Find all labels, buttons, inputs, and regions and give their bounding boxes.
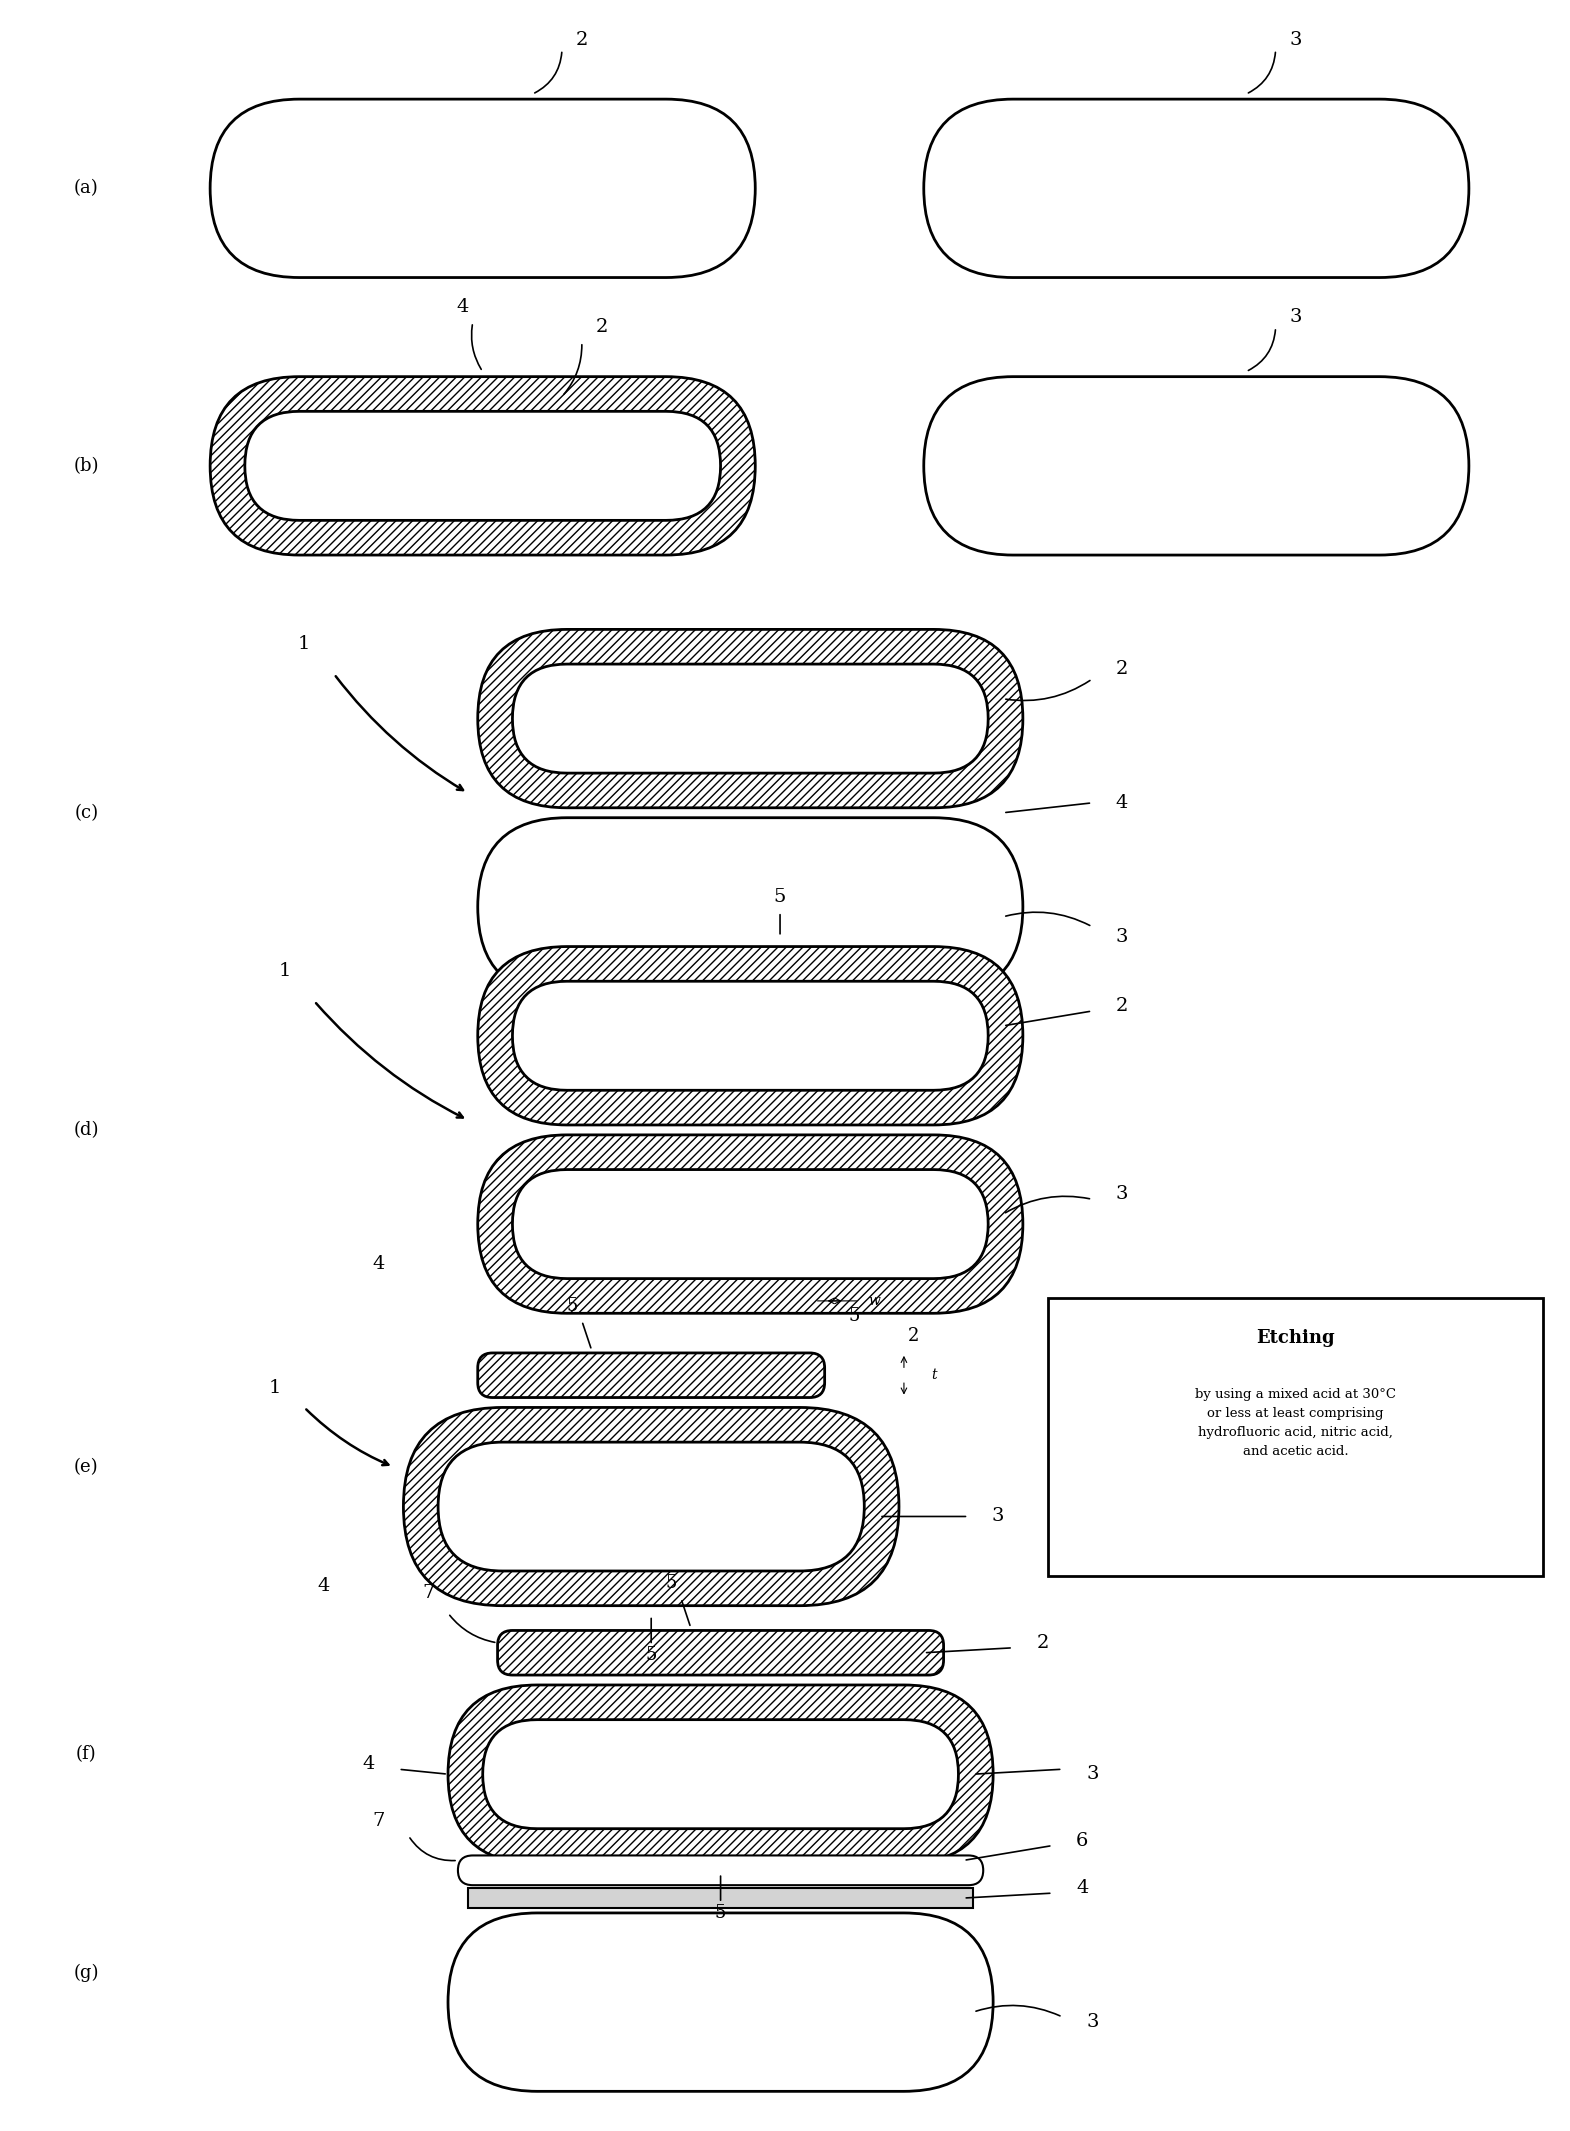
FancyBboxPatch shape xyxy=(498,1630,944,1675)
FancyBboxPatch shape xyxy=(210,377,755,554)
Text: 3: 3 xyxy=(992,1507,1005,1526)
Text: (c): (c) xyxy=(74,803,99,823)
Text: 4: 4 xyxy=(457,298,469,315)
FancyBboxPatch shape xyxy=(245,411,721,520)
Text: 2: 2 xyxy=(1116,661,1129,678)
FancyBboxPatch shape xyxy=(477,1353,824,1398)
Text: 1: 1 xyxy=(268,1379,281,1396)
Text: 2: 2 xyxy=(1116,997,1129,1014)
Text: t: t xyxy=(931,1368,936,1383)
Text: (g): (g) xyxy=(74,1963,99,1982)
Text: 6: 6 xyxy=(1075,1831,1088,1850)
Text: 1: 1 xyxy=(298,635,311,654)
FancyBboxPatch shape xyxy=(477,1136,1024,1313)
FancyBboxPatch shape xyxy=(438,1443,865,1571)
FancyBboxPatch shape xyxy=(477,629,1024,808)
Text: 1: 1 xyxy=(278,963,290,980)
FancyBboxPatch shape xyxy=(512,980,988,1091)
Text: 4: 4 xyxy=(319,1577,330,1594)
FancyBboxPatch shape xyxy=(477,946,1024,1125)
Text: (d): (d) xyxy=(74,1121,99,1138)
Text: 3: 3 xyxy=(1289,309,1302,326)
Text: 3: 3 xyxy=(1086,2014,1099,2031)
Text: 5: 5 xyxy=(714,1903,727,1922)
FancyBboxPatch shape xyxy=(447,1686,994,1862)
Text: 2: 2 xyxy=(907,1328,920,1345)
Text: 5: 5 xyxy=(645,1647,656,1664)
Text: 5: 5 xyxy=(666,1575,677,1592)
Text: 3: 3 xyxy=(1116,927,1129,946)
FancyBboxPatch shape xyxy=(477,818,1024,995)
Text: 7: 7 xyxy=(422,1583,435,1603)
Text: 4: 4 xyxy=(1116,795,1129,812)
Text: by using a mixed acid at 30°C
or less at least comprising
hydrofluoric acid, nit: by using a mixed acid at 30°C or less at… xyxy=(1195,1387,1396,1458)
FancyBboxPatch shape xyxy=(482,1720,958,1828)
Text: 2: 2 xyxy=(1036,1634,1049,1652)
FancyBboxPatch shape xyxy=(512,1170,988,1279)
Text: 4: 4 xyxy=(363,1756,375,1773)
Text: Etching: Etching xyxy=(1256,1330,1334,1347)
Text: 4: 4 xyxy=(1075,1880,1088,1897)
FancyBboxPatch shape xyxy=(447,1914,994,2091)
Text: (f): (f) xyxy=(75,1745,96,1762)
Text: 4: 4 xyxy=(372,1255,385,1272)
FancyBboxPatch shape xyxy=(458,1856,983,1886)
Text: (a): (a) xyxy=(74,179,99,198)
FancyBboxPatch shape xyxy=(468,1888,973,1907)
Text: 2: 2 xyxy=(576,30,589,49)
Text: w: w xyxy=(868,1294,881,1308)
Text: 5: 5 xyxy=(849,1306,860,1325)
FancyBboxPatch shape xyxy=(210,100,755,277)
Text: (b): (b) xyxy=(74,456,99,475)
FancyBboxPatch shape xyxy=(923,377,1470,554)
FancyBboxPatch shape xyxy=(512,665,988,774)
Text: 3: 3 xyxy=(1086,1764,1099,1784)
Text: 3: 3 xyxy=(1289,30,1302,49)
FancyBboxPatch shape xyxy=(1047,1298,1543,1577)
Text: 5: 5 xyxy=(567,1298,578,1315)
FancyBboxPatch shape xyxy=(403,1406,900,1605)
Text: 7: 7 xyxy=(372,1811,385,1831)
FancyBboxPatch shape xyxy=(923,100,1470,277)
Text: (e): (e) xyxy=(74,1458,99,1477)
Text: 3: 3 xyxy=(1116,1185,1129,1204)
Text: 2: 2 xyxy=(595,318,608,337)
Text: 5: 5 xyxy=(774,889,787,906)
